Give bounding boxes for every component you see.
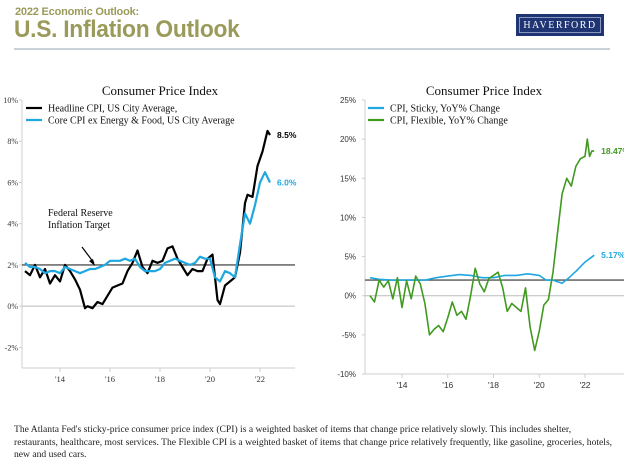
y-tick-label: -5%	[342, 331, 356, 340]
x-tick-label: '14	[55, 374, 66, 384]
x-tick-label: '20	[205, 374, 215, 384]
chart-1: Consumer Price Index 10% 8% 6% 4% 2% 0% -2% '14 '…	[3, 83, 296, 384]
x-tick-label: '16	[105, 374, 115, 384]
header-kicker: 2022 Economic Outlook:	[15, 6, 139, 18]
series-line-2	[369, 138, 595, 352]
x-tick-label: '18	[488, 380, 499, 390]
legend-label: CPI, Flexible, YoY% Change	[390, 116, 508, 127]
y-tick-label: 15%	[340, 174, 356, 183]
haverford-logo: HAVERFORD	[516, 14, 604, 36]
x-tick-label: '22	[579, 380, 590, 390]
end-value-label: 18.47%	[601, 146, 624, 156]
x-tick-label: '20	[534, 380, 545, 390]
x-tick-label: '14	[396, 380, 407, 390]
series-line-1	[369, 254, 595, 285]
y-tick-label: 2%	[7, 261, 18, 270]
chart-title: Consumer Price Index	[102, 83, 219, 98]
end-value-label: 6.0%	[277, 177, 297, 187]
legend-label: Headline CPI, US City Average,	[48, 104, 177, 115]
y-tick-label: 6%	[7, 178, 18, 187]
y-tick-label: 20%	[340, 135, 356, 144]
chart-title: Consumer Price Index	[426, 83, 543, 98]
series-line-2	[24, 171, 271, 283]
page-title: U.S. Inflation Outlook	[14, 16, 240, 43]
header-divider	[14, 48, 610, 50]
annotation-line2: Inflation Target	[48, 220, 110, 231]
x-tick-label: '18	[155, 374, 165, 384]
y-tick-label: 10%	[3, 96, 18, 105]
chart-2: Consumer Price Index 25% 20% 15% 10% 5% 0% -5% -…	[337, 83, 624, 390]
annotation-line1: Federal Reserve	[48, 208, 113, 219]
logo-text: HAVERFORD	[519, 17, 601, 33]
end-value-label: 5.17%	[601, 250, 624, 260]
y-tick-label: 0%	[344, 292, 356, 301]
legend-label: CPI, Sticky, YoY% Change	[390, 104, 500, 115]
y-tick-label: 10%	[340, 213, 356, 222]
end-value-label: 8.5%	[277, 130, 297, 140]
legend-label: Core CPI ex Energy & Food, US City Avera…	[48, 116, 235, 127]
y-tick-label: -10%	[337, 370, 356, 379]
y-tick-label: 8%	[7, 137, 18, 146]
annotation-arrowhead	[89, 259, 95, 266]
y-tick-label: 0%	[7, 302, 18, 311]
x-tick-label: '16	[442, 380, 453, 390]
footnote: The Atlanta Fed's sticky-price consumer …	[14, 424, 613, 461]
y-tick-label: 5%	[344, 253, 356, 262]
y-tick-label: 4%	[7, 220, 18, 229]
x-tick-label: '22	[255, 374, 265, 384]
y-tick-label: -2%	[5, 343, 19, 352]
y-tick-label: 25%	[340, 96, 356, 105]
